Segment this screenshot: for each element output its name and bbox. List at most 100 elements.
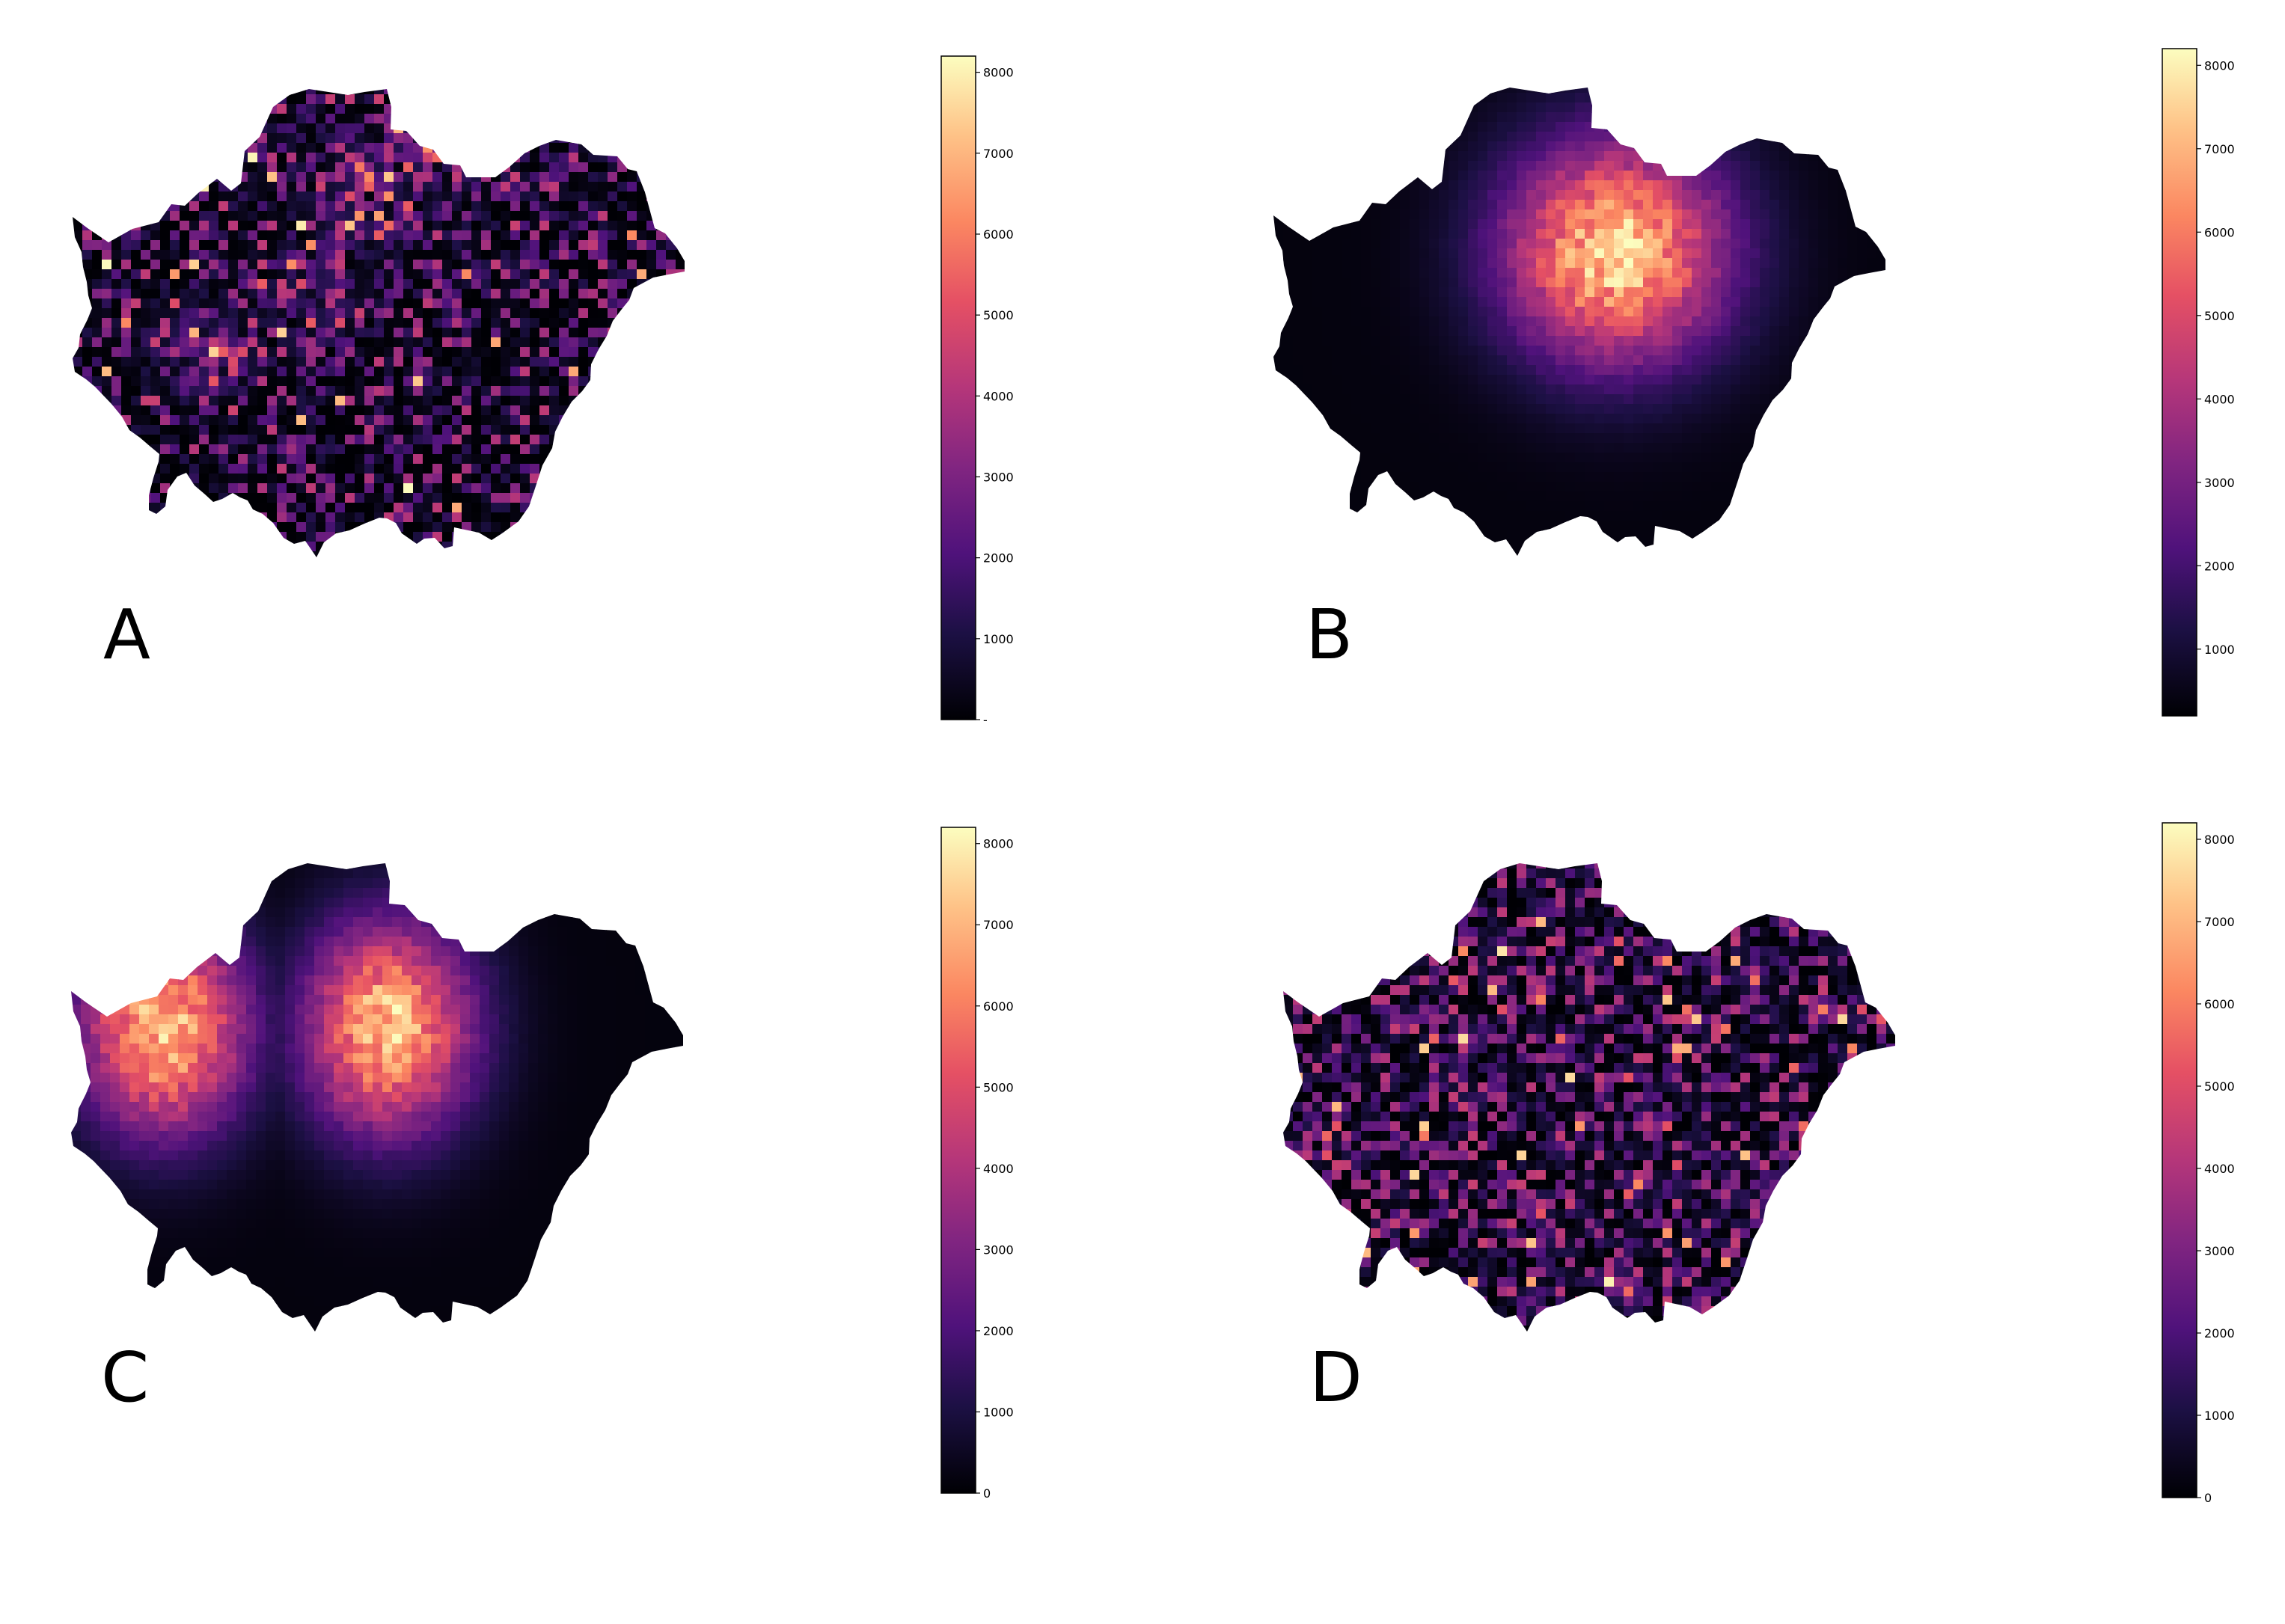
heatmap-cell [481,328,492,338]
heatmap-cell [685,65,696,76]
heatmap-cell [462,153,472,163]
heatmap-cell [1857,190,1868,200]
heatmap-cell [1838,161,1848,171]
heatmap-cell [1293,190,1303,200]
heatmap-cell [1556,64,1566,74]
heatmap-cell [160,289,171,299]
heatmap-cell [257,182,268,192]
heatmap-cell [335,483,346,494]
heatmap-cell [1614,316,1624,327]
heatmap-cell [189,376,200,387]
heatmap-cell [82,405,93,416]
heatmap-cell [1799,258,1809,269]
heatmap-cell [218,289,229,299]
heatmap-cell [1808,307,1819,317]
heatmap-cell [1643,268,1654,278]
heatmap-cell [1604,297,1615,307]
heatmap-cell [656,425,667,435]
heatmap-cell [306,318,316,328]
heatmap-cell [549,211,560,221]
heatmap-cell [1692,132,1702,142]
heatmap-cell [1322,141,1333,152]
heatmap-cell [1643,219,1654,230]
heatmap-cell [287,444,297,455]
heatmap-cell [199,191,209,202]
heatmap-cell [1643,258,1654,269]
heatmap-cell [403,211,414,221]
heatmap-cell [1886,171,1897,181]
heatmap-cell [1361,268,1371,278]
heatmap-cell [1867,258,1877,269]
heatmap-cell [150,551,161,557]
heatmap-cell [1604,287,1615,298]
heatmap-cell [141,221,151,231]
heatmap-cell [141,65,151,76]
heatmap-cell [316,143,326,153]
heatmap-cell [559,201,569,212]
heatmap-cell [1769,180,1780,191]
heatmap-cell [520,114,530,124]
heatmap-cell [325,357,336,367]
heatmap-cell [578,75,589,85]
heatmap-cell [413,435,423,445]
heatmap-cell [1750,248,1761,259]
heatmap-cell [1332,248,1342,259]
heatmap-cell [491,328,501,338]
heatmap-cell [209,260,219,270]
heatmap-cell [296,435,307,445]
heatmap-cell [1293,307,1303,317]
heatmap-cell [102,386,112,396]
heatmap-cell [1449,88,1459,94]
heatmap-cell [296,367,307,377]
heatmap-cell [111,75,122,85]
heatmap-cell [452,493,462,503]
heatmap-cell [1808,278,1819,288]
heatmap-cell [442,347,453,358]
heatmap-cell [335,191,346,202]
heatmap-cell [384,454,394,465]
heatmap-cell [257,133,268,144]
heatmap-cell [1633,200,1644,210]
heatmap-cell [491,260,501,270]
heatmap-cell [374,454,385,465]
heatmap-cell [471,396,482,406]
heatmap-cell [199,367,209,377]
heatmap-cell [335,240,346,251]
heatmap-cell [403,153,414,163]
heatmap-cell [1643,73,1654,84]
heatmap-cell [666,318,676,328]
heatmap-cell [1400,209,1410,220]
heatmap-cell [403,240,414,251]
heatmap-cell [1361,219,1371,230]
heatmap-cell [462,123,472,134]
heatmap-cell [646,89,657,95]
heatmap-cell [501,542,511,552]
heatmap-cell [1361,190,1371,200]
heatmap-cell [627,464,637,474]
heatmap-cell [1487,180,1498,191]
heatmap-cell [257,104,268,114]
heatmap-cell [374,289,385,299]
heatmap-cell [111,143,122,153]
heatmap-cell [1789,102,1799,113]
heatmap-cell [1731,200,1741,210]
heatmap-cell [1808,190,1819,200]
heatmap-cell [209,182,219,192]
heatmap-cell [452,357,462,367]
heatmap-cell [141,240,151,251]
heatmap-cell [394,201,404,212]
heatmap-cell [578,367,589,377]
heatmap-cell [1565,248,1576,259]
heatmap-cell [1672,239,1683,249]
heatmap-cell [1682,200,1692,210]
heatmap-cell [1876,93,1885,103]
heatmap-cell [1410,239,1420,249]
heatmap-cell [1517,248,1527,259]
heatmap-cell [1847,141,1858,152]
heatmap-cell [238,337,248,348]
heatmap-cell [267,464,278,474]
heatmap-cell [559,318,569,328]
heatmap-cell [1478,93,1488,103]
heatmap-cell [1449,229,1459,239]
heatmap-cell [559,328,569,338]
